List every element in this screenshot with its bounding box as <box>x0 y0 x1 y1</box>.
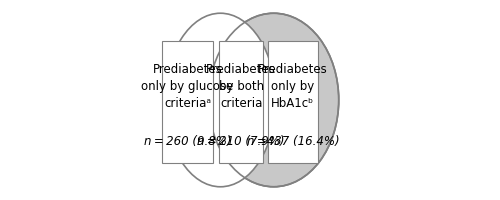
FancyBboxPatch shape <box>162 41 212 163</box>
Text: n = 210 (7.9%): n = 210 (7.9%) <box>198 135 285 148</box>
Text: Prediabetes
by both
criteria: Prediabetes by both criteria <box>206 63 276 110</box>
Text: n =437 (16.4%): n =437 (16.4%) <box>246 135 339 148</box>
FancyBboxPatch shape <box>268 41 318 163</box>
Ellipse shape <box>208 13 339 187</box>
FancyBboxPatch shape <box>220 41 263 163</box>
Ellipse shape <box>165 13 276 187</box>
Text: n = 260 (9.8%): n = 260 (9.8%) <box>144 135 231 148</box>
Text: Prediabetes
only by glucose
criteriaᵃ: Prediabetes only by glucose criteriaᵃ <box>142 63 234 110</box>
Text: Prediabetes
only by
HbA1cᵇ: Prediabetes only by HbA1cᵇ <box>258 63 328 110</box>
